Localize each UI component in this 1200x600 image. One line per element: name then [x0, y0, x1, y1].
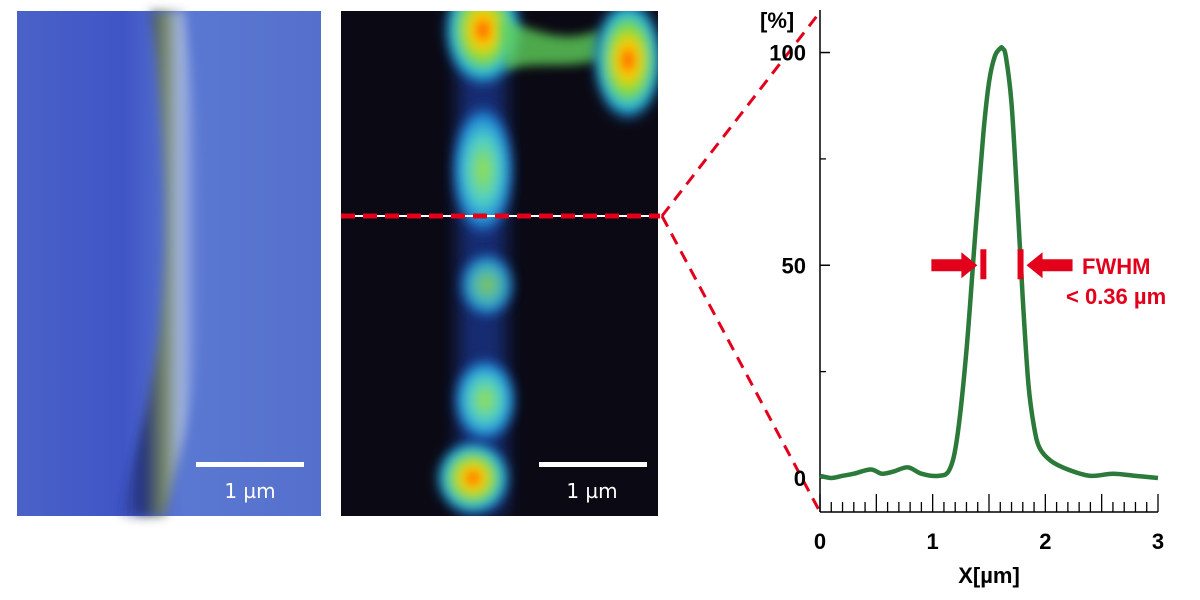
middle-scale-bar — [539, 462, 647, 467]
zoom-connector-bottom — [660, 215, 822, 513]
y-tick-label: 50 — [782, 253, 806, 278]
x-tick-labels: 0 1 2 3 — [814, 529, 1164, 554]
left-scale-label: 1 µm — [224, 479, 275, 503]
y-axis-label: [%] — [760, 8, 794, 33]
x-minor-ticks — [819, 494, 1159, 512]
x-axis-label: X[µm] — [958, 563, 1020, 588]
y-tick-labels: 0 50 100 — [769, 41, 806, 491]
profile-chart: 0 1 2 3 0 50 100 [%] X[µm] FWHM < 0.36 µm — [760, 8, 1166, 588]
left-scale-bar — [196, 462, 304, 467]
middle-scale-label: 1 µm — [566, 479, 617, 503]
fwhm-left-arrow — [931, 252, 978, 279]
zoom-connector-top — [660, 11, 822, 217]
left-image-panel: 1 µm — [17, 11, 321, 516]
y-ticks — [820, 51, 830, 479]
x-tick-label: 1 — [927, 529, 939, 554]
left-image-fiber — [118, 11, 203, 516]
x-tick-label: 0 — [814, 529, 826, 554]
fwhm-right-arrow — [1026, 252, 1073, 279]
heatmap-blobs — [433, 11, 658, 516]
fwhm-value: < 0.36 µm — [1066, 284, 1166, 309]
x-tick-label: 2 — [1039, 529, 1051, 554]
series-line — [819, 45, 1159, 481]
middle-image-panel: 1 µm — [341, 11, 660, 516]
x-tick-label: 3 — [1152, 529, 1164, 554]
fwhm-label: FWHM — [1082, 254, 1150, 279]
fwhm-marks — [931, 249, 1073, 280]
y-tick-label: 0 — [794, 466, 806, 491]
y-tick-label: 100 — [769, 41, 806, 66]
